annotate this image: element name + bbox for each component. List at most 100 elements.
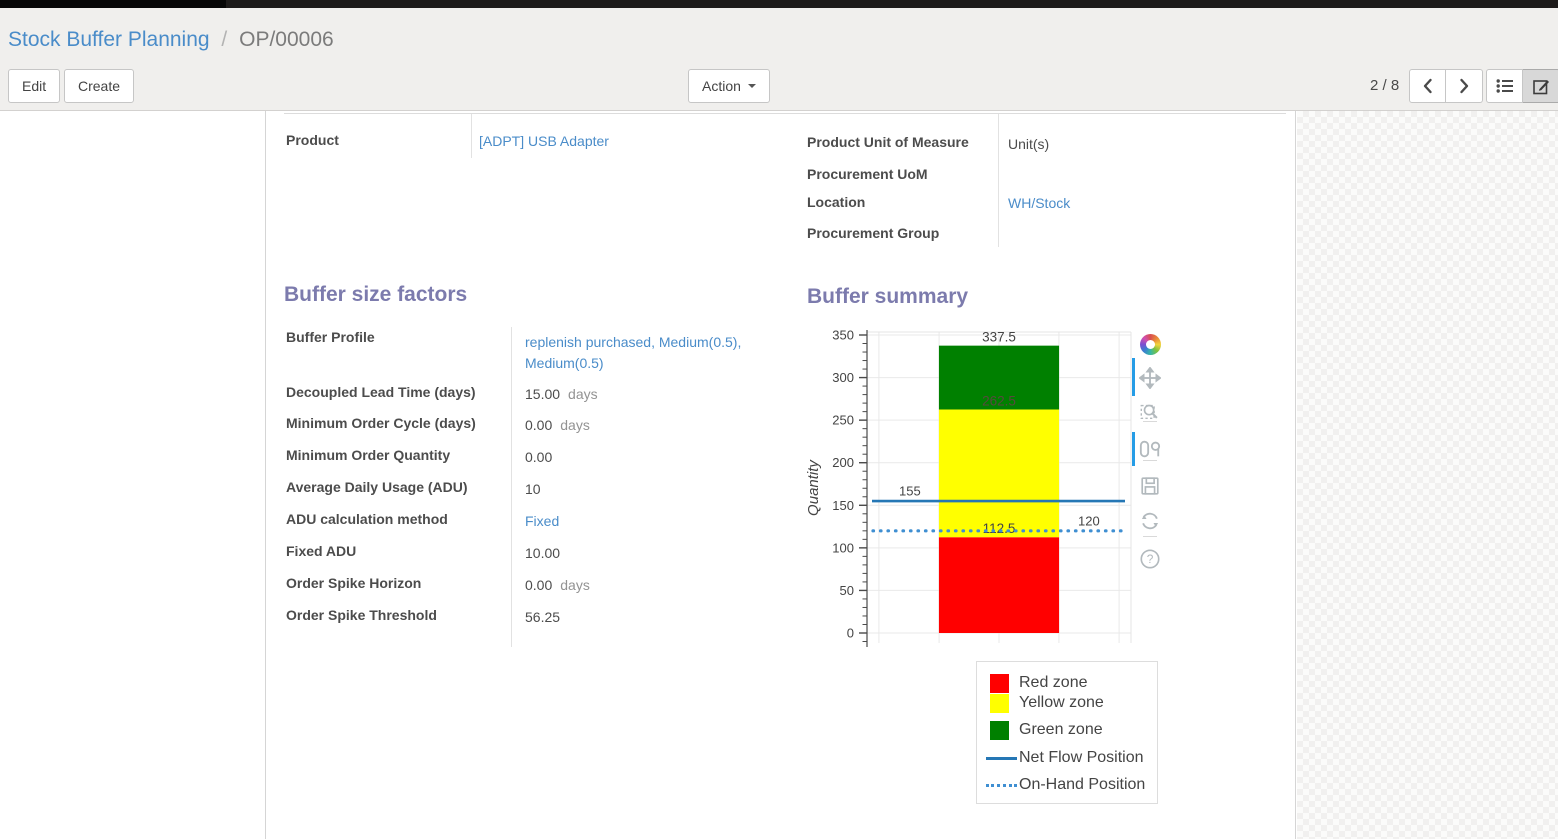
form-edit-icon: [1532, 79, 1549, 94]
pan-button[interactable]: [1138, 366, 1162, 390]
form-view-button[interactable]: [1523, 69, 1558, 103]
breadcrumb-separator: /: [221, 28, 228, 51]
decoupled-lead-time-label: Decoupled Lead Time (days): [286, 384, 476, 400]
compare-hover-icon: [1139, 440, 1161, 458]
legend-item-red-zone[interactable]: Red zone: [977, 670, 1157, 698]
svg-text:155: 155: [899, 484, 921, 499]
legend-item-on-hand-position[interactable]: On-Hand Position: [977, 772, 1157, 800]
red-zone-swatch: [990, 674, 1009, 693]
order-spike-horizon-unit: days: [560, 577, 590, 593]
legend-label: Yellow zone: [1019, 693, 1104, 711]
pan-icon: [1139, 367, 1161, 389]
modebar-active-indicator: [1132, 432, 1135, 466]
pager-nav-group: [1409, 69, 1483, 103]
reset-axes-button[interactable]: [1138, 509, 1162, 533]
plotly-logo-icon: [1139, 333, 1161, 355]
fixed-adu-value: 10.00: [525, 545, 561, 561]
chevron-left-icon: [1423, 78, 1432, 94]
decoupled-lead-time-number: 15.00: [525, 386, 561, 402]
min-order-quantity-value: 0.00: [525, 449, 553, 465]
save-button[interactable]: [1138, 474, 1162, 498]
pager-counter: 2 / 8: [1370, 77, 1400, 94]
buffer-summary-chart[interactable]: 112.5 262.5 337.5 155 120 0 50 100 150 200 250 300 3…: [801, 325, 1171, 660]
order-spike-threshold-value: 56.25: [525, 609, 561, 625]
top-menu-bar-left-segment: [0, 0, 226, 8]
buffer-profile-value[interactable]: replenish purchased, Medium(0.5), Medium…: [525, 334, 742, 371]
modebar-separator: [1143, 536, 1157, 537]
adu-label: Average Daily Usage (ADU): [286, 479, 468, 495]
adu-value: 10: [525, 481, 541, 497]
box-zoom-icon: [1140, 404, 1158, 420]
box-zoom-button[interactable]: [1138, 399, 1162, 423]
legend-item-net-flow-position[interactable]: Net Flow Position: [977, 745, 1157, 773]
compare-hover-button[interactable]: [1138, 437, 1162, 461]
buffer-size-factors-heading: Buffer size factors: [284, 283, 468, 306]
reset-axes-icon: [1141, 512, 1159, 530]
label-value-separator: [511, 327, 512, 647]
chart-legend: Red zone Yellow zone Green zone Net Flow…: [976, 661, 1158, 804]
decoupled-lead-time-unit: days: [568, 386, 598, 402]
order-spike-horizon-value: 0.00 days: [525, 577, 590, 593]
breadcrumb: Stock Buffer Planning / OP/00006: [8, 28, 334, 52]
procurement-group-field-label: Procurement Group: [807, 225, 940, 241]
svg-text:300: 300: [832, 370, 854, 385]
decoupled-lead-time-value: 15.00 days: [525, 386, 598, 402]
list-view-icon: [1496, 79, 1513, 93]
svg-text:Quantity: Quantity: [805, 459, 822, 516]
pager-next-button[interactable]: [1446, 69, 1483, 103]
legend-item-yellow-zone[interactable]: Yellow zone: [977, 690, 1157, 718]
svg-text:0: 0: [847, 626, 854, 641]
buffer-profile-label: Buffer Profile: [286, 329, 375, 345]
edit-button[interactable]: Edit: [8, 69, 61, 103]
fixed-adu-label: Fixed ADU: [286, 543, 357, 559]
net-flow-line-swatch: [986, 756, 1017, 760]
svg-text:200: 200: [832, 455, 854, 470]
modebar-separator: [1143, 421, 1157, 422]
plotly-logo-button[interactable]: [1138, 332, 1162, 356]
legend-label: Red zone: [1019, 674, 1088, 691]
top-menu-bar: [0, 0, 1558, 8]
right-background-pattern: [1297, 111, 1558, 839]
svg-text:100: 100: [832, 540, 854, 555]
view-switcher-group: [1486, 69, 1558, 103]
buffer-summary-heading: Buffer summary: [807, 285, 969, 308]
order-spike-horizon-label: Order Spike Horizon: [286, 575, 422, 591]
svg-text:?: ?: [1147, 552, 1154, 566]
legend-label: Net Flow Position: [1019, 748, 1144, 766]
legend-item-green-zone[interactable]: Green zone: [977, 717, 1157, 745]
product-field-label: Product: [286, 132, 339, 148]
adu-calc-method-value[interactable]: Fixed: [525, 513, 560, 529]
create-button[interactable]: Create: [64, 69, 135, 103]
green-zone-swatch: [990, 721, 1009, 740]
legend-label: On-Hand Position: [1019, 776, 1146, 793]
order-spike-threshold-label: Order Spike Threshold: [286, 607, 437, 623]
product-uom-field-value: Unit(s): [1008, 136, 1050, 152]
form-sheet: Product [ADPT] USB Adapter Product Unit …: [265, 111, 1296, 839]
save-icon: [1141, 477, 1159, 495]
chevron-down-icon: [747, 84, 756, 88]
label-value-separator: [471, 114, 472, 158]
modebar-active-indicator: [1132, 358, 1135, 396]
location-field-label: Location: [807, 194, 866, 210]
label-value-separator: [998, 114, 999, 247]
product-uom-field-label: Product Unit of Measure: [807, 134, 969, 150]
pager-previous-button[interactable]: [1409, 69, 1446, 103]
adu-calc-method-label: ADU calculation method: [286, 511, 448, 527]
procurement-uom-field-label: Procurement UoM: [807, 166, 928, 182]
min-order-quantity-label: Minimum Order Quantity: [286, 447, 451, 463]
location-field-value[interactable]: WH/Stock: [1008, 195, 1071, 211]
min-order-cycle-unit: days: [560, 417, 590, 433]
product-field-value[interactable]: [ADPT] USB Adapter: [479, 133, 609, 149]
min-order-cycle-value: 0.00 days: [525, 417, 590, 433]
help-button[interactable]: ?: [1138, 547, 1162, 571]
svg-text:250: 250: [832, 413, 854, 428]
svg-text:337.5: 337.5: [982, 330, 1016, 345]
list-view-button[interactable]: [1486, 69, 1523, 103]
breadcrumb-parent-link[interactable]: Stock Buffer Planning: [8, 28, 210, 51]
on-hand-line-swatch: [986, 784, 1017, 787]
svg-text:120: 120: [1078, 513, 1100, 528]
svg-text:350: 350: [832, 328, 854, 343]
yellow-zone-swatch: [990, 693, 1009, 713]
action-dropdown-button[interactable]: Action: [688, 69, 770, 103]
